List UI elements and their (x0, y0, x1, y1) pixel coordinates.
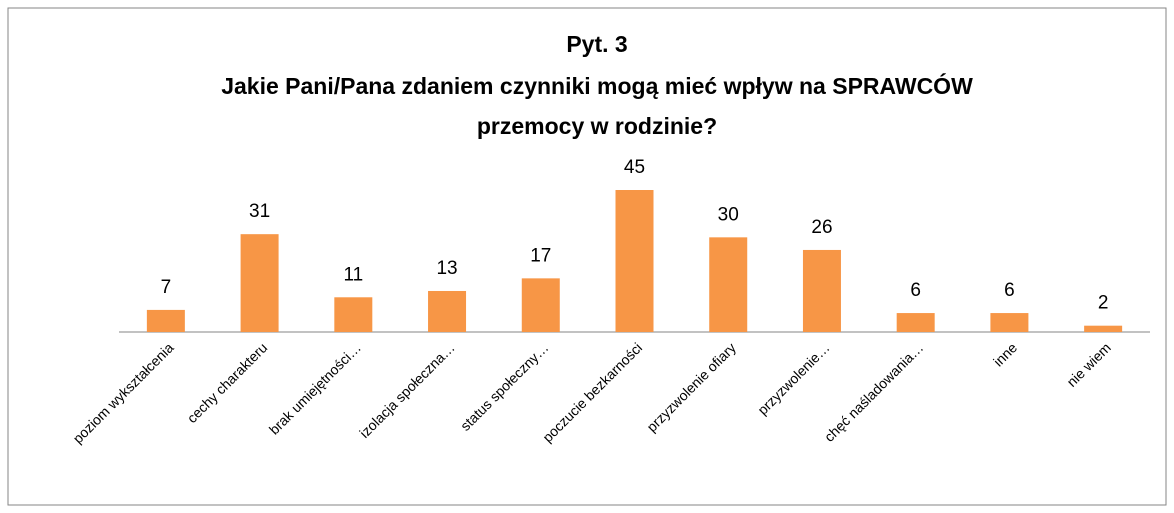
bar (521, 278, 560, 332)
chart-border (7, 7, 1167, 506)
bar (334, 297, 373, 332)
bar (240, 234, 279, 332)
data-label: 6 (1004, 280, 1015, 301)
chart-title: Pyt. 3 (566, 31, 627, 57)
bar (709, 237, 748, 332)
bar (990, 313, 1029, 332)
data-label: 45 (624, 157, 645, 178)
bar (896, 313, 935, 332)
chart-title: przemocy w rodzinie? (477, 113, 717, 139)
data-label: 26 (811, 217, 832, 238)
data-label: 30 (718, 204, 739, 225)
data-label: 17 (530, 245, 551, 266)
bar (146, 309, 185, 332)
data-label: 7 (161, 277, 172, 298)
data-label: 13 (436, 258, 457, 279)
data-label: 11 (343, 264, 363, 285)
bar (428, 290, 467, 332)
bar (802, 249, 841, 332)
data-label: 31 (249, 201, 270, 222)
chart-title: Jakie Pani/Pana zdaniem czynniki mogą mi… (221, 72, 973, 99)
bar (615, 190, 654, 332)
bar (1084, 325, 1123, 332)
data-label: 2 (1098, 293, 1109, 314)
data-label: 6 (910, 280, 921, 301)
